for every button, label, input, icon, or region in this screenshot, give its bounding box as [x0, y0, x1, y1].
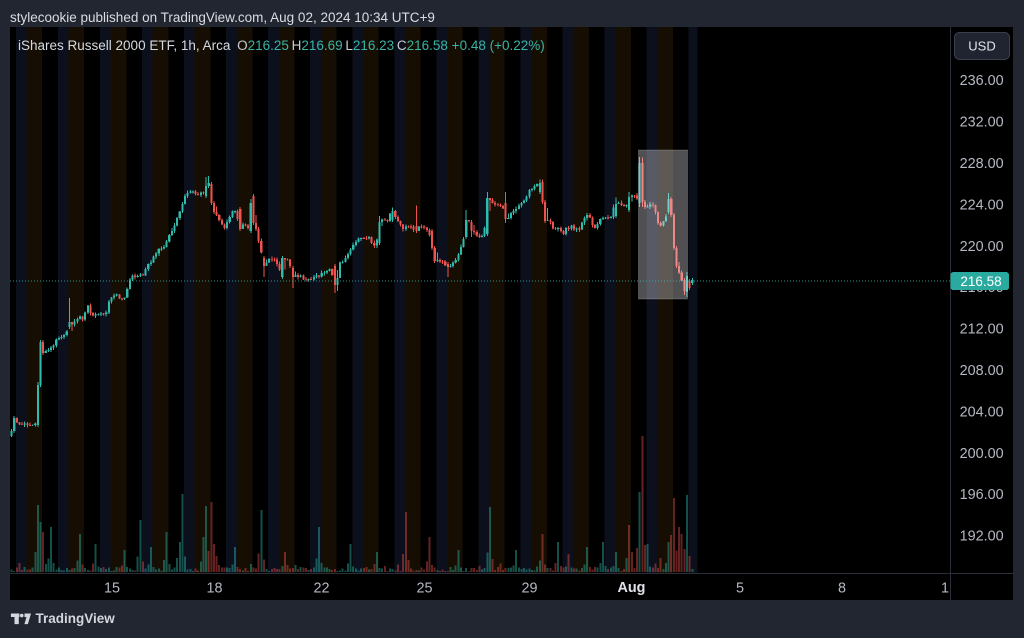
svg-text:224.00: 224.00 — [960, 197, 1004, 213]
svg-text:USD: USD — [968, 39, 995, 54]
svg-text:220.00: 220.00 — [960, 239, 1004, 255]
svg-text:236.00: 236.00 — [960, 73, 1004, 89]
svg-text:25: 25 — [416, 581, 432, 597]
svg-text:Aug: Aug — [618, 580, 646, 596]
svg-text:228.00: 228.00 — [960, 156, 1004, 172]
svg-text:196.00: 196.00 — [960, 487, 1004, 503]
svg-text:212.00: 212.00 — [960, 322, 1004, 338]
svg-text:5: 5 — [736, 581, 744, 597]
svg-text:192.00: 192.00 — [960, 529, 1004, 545]
svg-text:208.00: 208.00 — [960, 363, 1004, 379]
svg-text:15: 15 — [104, 581, 120, 597]
svg-text:200.00: 200.00 — [960, 446, 1004, 462]
svg-text:8: 8 — [838, 581, 846, 597]
svg-text:18: 18 — [206, 581, 222, 597]
svg-text:204.00: 204.00 — [960, 404, 1004, 420]
svg-text:29: 29 — [521, 581, 537, 597]
svg-text:232.00: 232.00 — [960, 115, 1004, 131]
svg-text:1: 1 — [941, 581, 949, 597]
svg-text:22: 22 — [313, 581, 329, 597]
svg-text:216.58: 216.58 — [960, 274, 1001, 289]
